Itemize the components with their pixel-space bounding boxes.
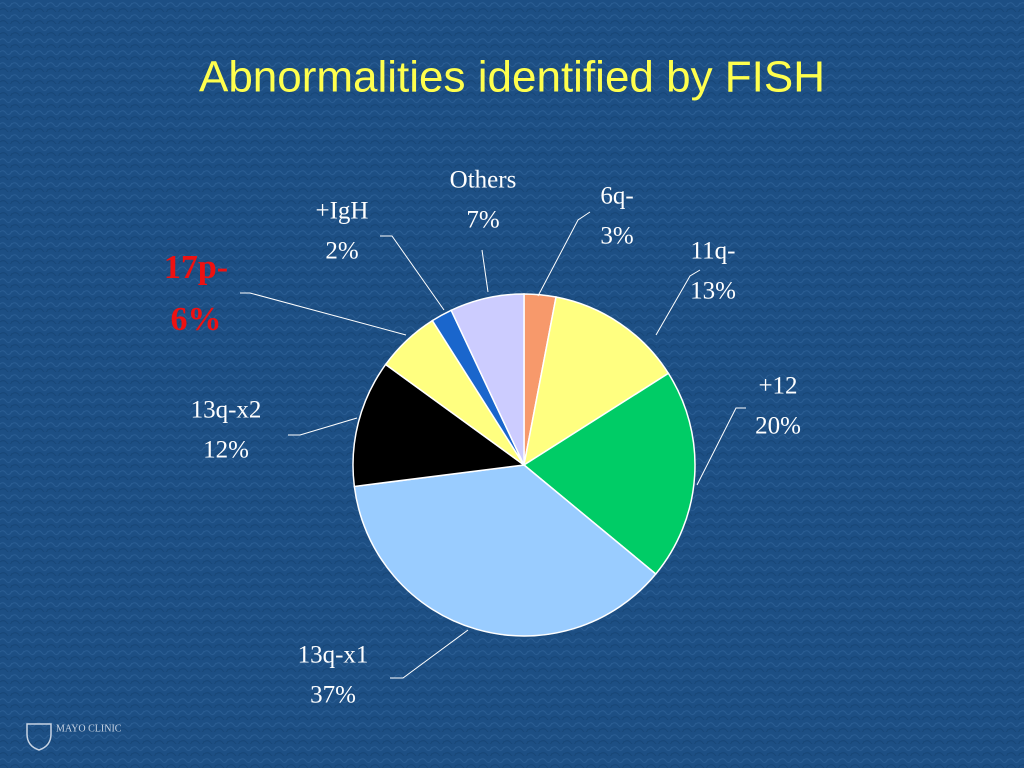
leader-line (390, 629, 469, 679)
slice-label: 11q- (691, 238, 736, 265)
footer-logo: MAYO CLINIC (26, 723, 122, 751)
slice-value-label: 20% (755, 413, 801, 440)
slice-label: 6q- (600, 183, 633, 210)
leader-line (380, 235, 445, 311)
slice-label: Others (450, 167, 517, 194)
leader-line (655, 269, 701, 336)
pie-slice (450, 293, 525, 466)
slice-label: 17p- (164, 249, 228, 286)
slice-value-label: 37% (310, 682, 356, 709)
leader-line (288, 417, 358, 436)
chart-title: Abnormalities identified by FISH (199, 53, 825, 102)
pie-slice (522, 372, 696, 576)
slice-value-label: 2% (325, 238, 358, 265)
leader-line (537, 211, 591, 297)
slice-value-label: 12% (203, 437, 249, 464)
slice-label: +IgH (316, 198, 369, 225)
leader-line (481, 249, 489, 293)
pie-slice (353, 464, 657, 637)
slice-value-label: 6% (171, 301, 222, 338)
slice-value-label: 13% (690, 278, 736, 305)
slice-label: 13q-x1 (298, 642, 369, 669)
slice-label: 13q-x2 (191, 397, 262, 424)
slice-label: +12 (758, 373, 797, 400)
pie-slice (522, 296, 670, 467)
leader-line (696, 407, 746, 486)
slice-value-label: 3% (600, 223, 633, 250)
slice-value-label: 7% (466, 207, 499, 234)
pie-slice (352, 363, 526, 488)
footer-text: MAYO CLINIC (56, 723, 122, 734)
leader-line (240, 292, 407, 336)
